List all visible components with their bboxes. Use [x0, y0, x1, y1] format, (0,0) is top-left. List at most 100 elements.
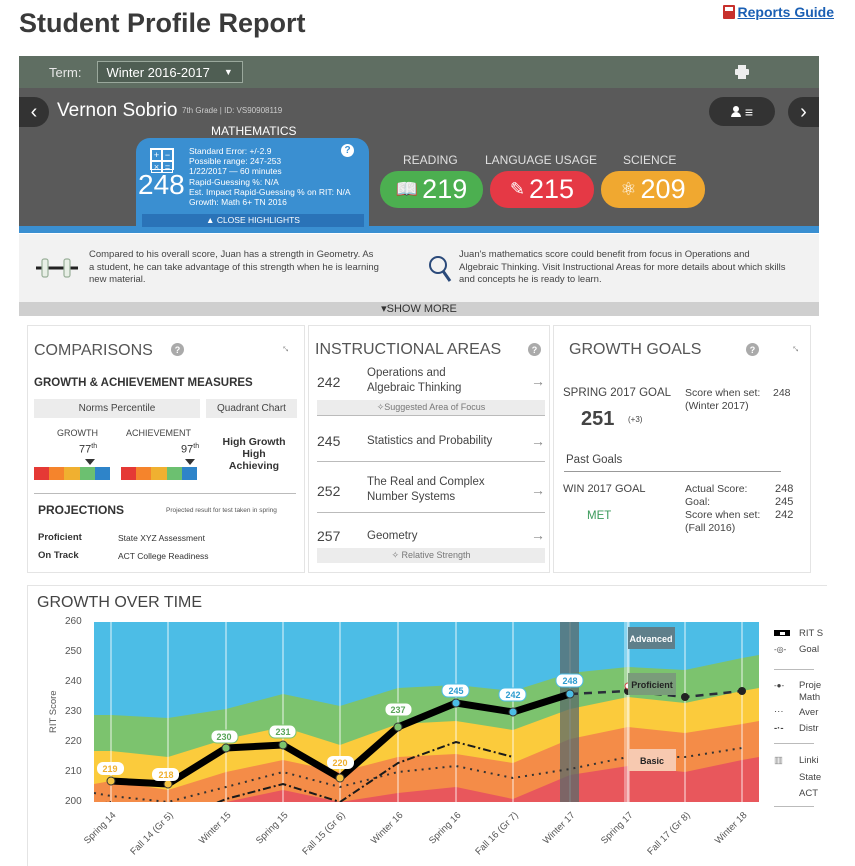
show-more-button[interactable]: ▾SHOW MORE [19, 302, 819, 316]
y-tick: 210 [65, 766, 82, 777]
standard-error: Standard Error: +/-2.9 [189, 146, 272, 156]
legend-rit-score: RIT S [799, 628, 824, 639]
area-score: 245 [317, 433, 341, 449]
language-usage-score-pill[interactable]: ✎ 215 [490, 171, 594, 208]
area-name: Geometry [367, 530, 418, 542]
student-header: Term: Winter 2016-2017 ▼ ‹ Vernon Sobrio… [19, 56, 819, 233]
goal-met-status: MET [587, 510, 612, 522]
chevron-down-icon: ▼ [223, 67, 233, 77]
y-tick: 260 [65, 616, 82, 627]
x-tick: Fall 17 (Gr 8) [645, 810, 693, 858]
reading-score-pill[interactable]: 📖 219 [380, 171, 483, 208]
print-icon[interactable] [735, 65, 749, 79]
divider [564, 471, 781, 472]
expand-icon[interactable]: ↔ [788, 339, 805, 357]
possible-range: Possible range: 247-253 [189, 156, 282, 167]
x-tick: Spring 17 [599, 810, 636, 847]
math-details: Standard Error: +/-2.9 Possible range: 2… [189, 146, 351, 207]
tab-quadrant-chart[interactable]: Quadrant Chart [206, 399, 297, 418]
arrow-right-icon[interactable]: → [531, 373, 545, 389]
svg-text:220: 220 [332, 758, 347, 768]
arrow-right-icon[interactable]: → [531, 527, 545, 543]
projections-title: PROJECTIONS [38, 503, 125, 517]
past-goal-details: Actual Score: Goal: Score when set: (Fal… [685, 483, 761, 534]
projection-result: On Track [38, 550, 79, 561]
strength-highlight-text: Compared to his overall score, Juan has … [89, 249, 379, 285]
next-student-button[interactable]: › [788, 97, 819, 127]
help-icon[interactable]: ? [528, 343, 541, 356]
divider [317, 415, 545, 416]
legend-linking: Linki [799, 755, 819, 766]
language-usage-label: LANGUAGE USAGE [485, 153, 598, 167]
term-select[interactable]: Winter 2016-2017 ▼ [96, 61, 243, 83]
reports-guide-link[interactable]: Reports Guide [722, 4, 834, 20]
x-tick: Fall 16 (Gr 7) [473, 810, 521, 858]
instructional-areas-title: INSTRUCTIONAL AREAS [315, 341, 502, 358]
close-highlights-button[interactable]: ▲ CLOSE HIGHLIGHTS [142, 214, 364, 227]
goal-legend-icon: -◎- [774, 645, 787, 654]
svg-text:231: 231 [275, 727, 290, 737]
rapid-guessing: Rapid-Guessing %: N/A [189, 176, 279, 187]
science-score: 209 [640, 174, 686, 204]
growth-label: GROWTH [57, 428, 98, 438]
reports-guide-label: Reports Guide [737, 4, 834, 20]
projection-assessment: ACT College Readiness [118, 551, 209, 561]
growth-chart-plot[interactable]: 219 218 230 231 220 237 245 242 248 Adva… [94, 622, 759, 802]
help-icon[interactable]: ? [341, 144, 354, 157]
proficient-label: Proficient [631, 680, 673, 690]
measures-title: GROWTH & ACHIEVEMENT MEASURES [34, 377, 253, 389]
achievement-percentile: 97th [181, 443, 200, 456]
roster-menu-button[interactable]: ≡ [709, 97, 775, 126]
pdf-icon [722, 5, 735, 19]
legend-projected: Proje [799, 680, 822, 691]
math-subject-label: MATHEMATICS [211, 124, 297, 138]
red-band [94, 757, 759, 802]
area-score: 257 [317, 528, 341, 544]
achievement-marker-icon [185, 459, 195, 465]
linking-legend-icon: ▥ [774, 755, 783, 766]
math-score: 248 [138, 169, 185, 200]
y-tick: 220 [65, 736, 82, 747]
atom-icon: ⚛ [620, 179, 637, 199]
past-goals-label: Past Goals [566, 454, 623, 466]
x-tick: Fall 15 (Gr 6) [300, 810, 348, 858]
comparisons-panel: COMPARISONS ? ↔ GROWTH & ACHIEVEMENT MEA… [27, 325, 305, 573]
svg-text:242: 242 [505, 690, 520, 700]
district-legend-icon: -·- [774, 723, 784, 734]
legend-average: Aver [799, 707, 819, 718]
term-value: Winter 2016-2017 [106, 64, 210, 80]
basic-label: Basic [640, 756, 664, 766]
y-tick: 250 [65, 646, 82, 657]
science-score-pill[interactable]: ⚛ 209 [601, 171, 705, 208]
projected-points [624, 687, 746, 701]
suggested-focus-tag: ✧Suggested Area of Focus [317, 400, 545, 415]
previous-student-button[interactable]: ‹ [19, 97, 49, 127]
arrow-right-icon[interactable]: → [531, 482, 545, 498]
past-goal-values: 248 245 242 [775, 483, 794, 521]
help-icon[interactable]: ? [171, 343, 184, 356]
test-date: 1/22/2017 — 60 minutes [189, 166, 282, 177]
arrow-right-icon[interactable]: → [531, 433, 545, 449]
linking-highlight [560, 622, 579, 802]
growth-marker-icon [85, 459, 95, 465]
score-when-set-value: 248 [773, 387, 791, 399]
legend-goal: Goal [799, 644, 820, 655]
expand-icon[interactable]: ↔ [278, 339, 295, 357]
help-icon[interactable]: ? [746, 343, 759, 356]
divider [774, 669, 814, 670]
tab-norms-percentile[interactable]: Norms Percentile [34, 399, 200, 418]
x-tick: Spring 14 [82, 810, 119, 847]
svg-text:230: 230 [216, 732, 231, 742]
svg-text:219: 219 [102, 764, 117, 774]
language-usage-score: 215 [529, 174, 575, 204]
blue-strip [19, 226, 819, 233]
comparisons-title: COMPARISONS [34, 342, 153, 359]
book-icon: 📖 [395, 179, 419, 199]
svg-text:218: 218 [158, 770, 173, 780]
area-name: Operations and Algebraic Thinking [367, 367, 462, 394]
growth-over-time-panel: GROWTH OVER TIME RIT Score 260 250 240 2… [27, 585, 827, 866]
relative-strength-tag: ✧ Relative Strength [317, 548, 545, 563]
area-score: 242 [317, 374, 341, 390]
term-label: Term: [49, 64, 82, 80]
student-name: Vernon Sobrio [57, 100, 178, 121]
